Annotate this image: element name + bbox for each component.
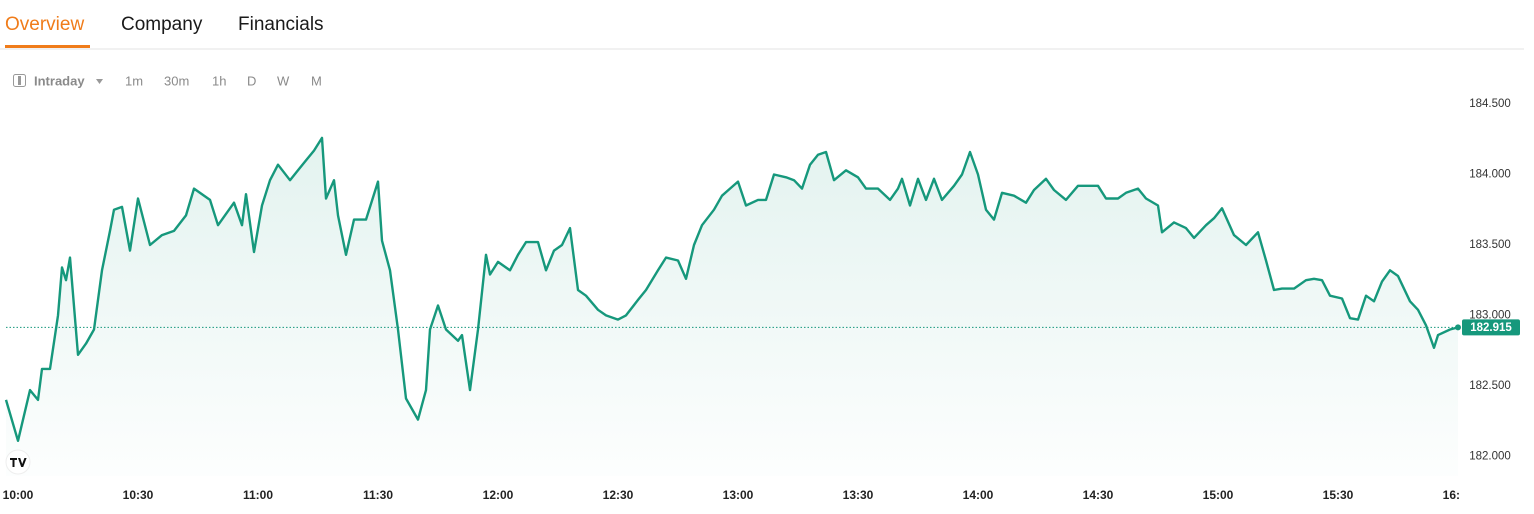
y-tick-label: 184.000 xyxy=(1469,169,1511,181)
price-line xyxy=(4,136,1459,442)
x-tick-label: 15:00 xyxy=(1203,488,1234,502)
tab[interactable]: Financials xyxy=(238,14,324,35)
x-axis: 10:00 10:30 11:00 11:30 12:00 12:30 13:00 13:30… xyxy=(3,488,1474,502)
dropdown-arrow xyxy=(96,79,103,84)
interval[interactable]: D xyxy=(247,73,256,88)
plot-area: 182.915 xyxy=(4,136,1520,476)
interval[interactable]: M xyxy=(311,73,322,88)
logo xyxy=(10,458,27,467)
x-tick-label: 15:30 xyxy=(1323,488,1354,502)
x-tick-label: 13:30 xyxy=(843,488,874,502)
x-tick-label: 11:00 xyxy=(243,488,273,502)
x-tick-label: 11:30 xyxy=(363,488,393,502)
chart-type-icon[interactable] xyxy=(13,74,26,87)
interval[interactable]: W xyxy=(277,73,290,88)
tab[interactable]: Overview xyxy=(5,14,84,35)
y-tick-label: 183.500 xyxy=(1469,239,1511,251)
x-tick-label: 12:30 xyxy=(603,488,634,502)
active-tab-underline xyxy=(5,45,90,48)
interval[interactable]: 1m xyxy=(125,73,143,88)
x-tick-label: 14:00 xyxy=(963,488,994,502)
logo-badge[interactable] xyxy=(5,449,31,475)
y-tick-label: 183.000 xyxy=(1469,309,1511,321)
interval[interactable]: 30m xyxy=(164,73,189,88)
y-tick-label: 182.500 xyxy=(1469,380,1511,392)
x-tick-label: 10:30 xyxy=(123,488,154,502)
last-price-dot xyxy=(1455,324,1461,331)
y-axis: 182.000 182.500 183.000 183.500 184.000 184.5… xyxy=(1469,98,1511,462)
tab[interactable]: Company xyxy=(121,14,203,35)
x-tick-label: 12:00 xyxy=(483,488,514,502)
x-tick-label: 14:30 xyxy=(1083,488,1114,502)
price-tag-label: 182.915 xyxy=(1470,322,1512,334)
x-tick-label: 13:00 xyxy=(723,488,754,502)
y-tick-label: 184.500 xyxy=(1469,98,1511,110)
interval[interactable]: 1h xyxy=(212,73,226,88)
x-tick-label: 10:00 xyxy=(3,488,34,502)
y-tick-label: 182.000 xyxy=(1469,450,1511,462)
mode-dropdown[interactable]: Intraday xyxy=(34,73,85,88)
area-fill xyxy=(6,137,1458,476)
price-tag xyxy=(1462,319,1520,336)
x-tick-label: 16:00 xyxy=(1443,488,1474,502)
chart-type-icon-bar xyxy=(18,76,21,85)
